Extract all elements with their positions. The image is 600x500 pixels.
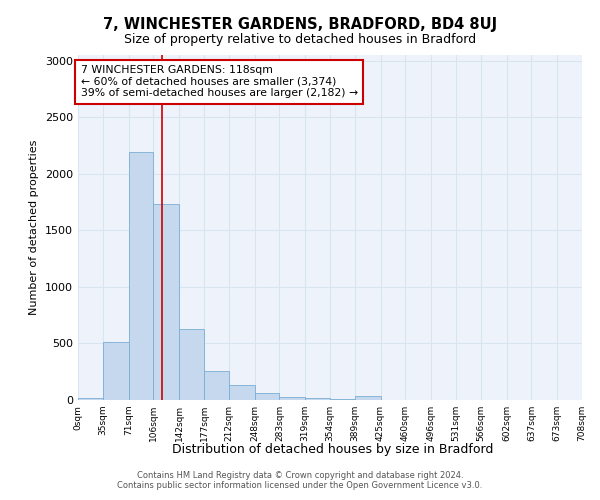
Y-axis label: Number of detached properties: Number of detached properties	[29, 140, 40, 315]
Bar	[154, 204, 179, 400]
Text: Distribution of detached houses by size in Bradford: Distribution of detached houses by size …	[172, 442, 494, 456]
Bar	[280, 396, 305, 400]
Text: 7 WINCHESTER GARDENS: 118sqm
← 60% of detached houses are smaller (3,374)
39% of: 7 WINCHESTER GARDENS: 118sqm ← 60% of de…	[81, 65, 358, 98]
Bar	[128, 152, 154, 400]
Text: 7, WINCHESTER GARDENS, BRADFORD, BD4 8UJ: 7, WINCHESTER GARDENS, BRADFORD, BD4 8UJ	[103, 18, 497, 32]
Bar	[179, 328, 204, 400]
Bar	[355, 396, 380, 400]
Text: Size of property relative to detached houses in Bradford: Size of property relative to detached ho…	[124, 32, 476, 46]
Bar	[229, 386, 254, 400]
Text: Contains HM Land Registry data © Crown copyright and database right 2024.
Contai: Contains HM Land Registry data © Crown c…	[118, 470, 482, 490]
Bar	[78, 398, 103, 400]
Bar	[305, 398, 330, 400]
Bar	[103, 342, 128, 400]
Bar	[254, 392, 280, 400]
Bar	[204, 370, 229, 400]
